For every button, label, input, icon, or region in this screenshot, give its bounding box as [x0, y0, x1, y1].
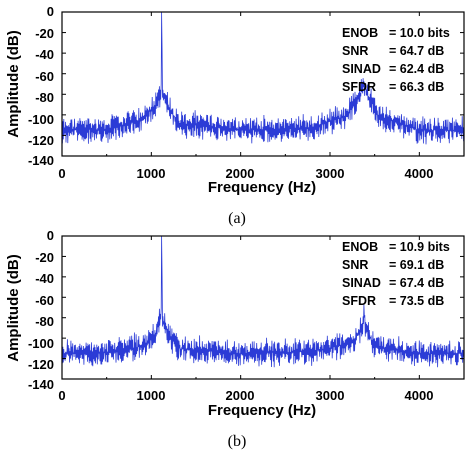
metric-name-sinad: SINAD [342, 276, 381, 290]
y-tick-label-3: -60 [35, 293, 54, 308]
panel-caption: (a) [228, 210, 246, 227]
chart-panel-b: 0 -20 -40 -60 -80 -100 -120 -140 0 1000 … [5, 228, 465, 450]
plot-frame [61, 11, 465, 157]
y-tick-label-0: 0 [47, 228, 54, 243]
spectrum-line [61, 235, 465, 368]
y-tick-label-4: -80 [35, 90, 54, 105]
metric-value-snr: = 69.1 dB [389, 258, 444, 272]
metric-value-enob: = 10.9 bits [389, 240, 450, 254]
x-axis-label: Frequency (Hz) [208, 179, 316, 196]
metric-name-snr: SNR [342, 258, 368, 272]
metric-value-enob: = 10.0 bits [389, 26, 450, 40]
metric-name-sinad: SINAD [342, 62, 381, 76]
metric-name-snr: SNR [342, 44, 368, 58]
y-tick-label-1: -20 [35, 250, 54, 265]
y-tick-label-0: 0 [47, 4, 54, 19]
y-tick-label-3: -60 [35, 69, 54, 84]
y-tick-label-6: -120 [28, 357, 54, 372]
metric-name-sfdr: SFDR [342, 294, 376, 308]
metric-value-snr: = 64.7 dB [389, 44, 444, 58]
y-tick-label-7: -140 [28, 377, 54, 392]
y-tick-label-1: -20 [35, 26, 54, 41]
y-tick-label-2: -40 [35, 271, 54, 286]
y-axis-label: Amplitude (dB) [5, 254, 22, 361]
x-tick-label-3: 3000 [316, 388, 345, 403]
x-tick-label-2: 2000 [226, 166, 255, 181]
x-tick-label-3: 3000 [316, 166, 345, 181]
x-tick-label-0: 0 [58, 388, 65, 403]
chart-panel-a: 0 -20 -40 -60 -80 -100 -120 -140 0 1000 … [5, 4, 465, 227]
y-tick-label-5: -100 [28, 112, 54, 127]
x-tick-label-1: 1000 [137, 166, 166, 181]
y-tick-label-6: -120 [28, 133, 54, 148]
metric-value-sfdr: = 73.5 dB [389, 294, 444, 308]
x-axis-label: Frequency (Hz) [208, 402, 316, 419]
plot-frame [61, 235, 465, 380]
y-tick-label-2: -40 [35, 47, 54, 62]
metric-value-sinad: = 62.4 dB [389, 62, 444, 76]
metric-value-sinad: = 67.4 dB [389, 276, 444, 290]
x-tick-label-4: 4000 [405, 388, 434, 403]
y-axis-label: Amplitude (dB) [5, 30, 22, 137]
metric-name-enob: ENOB [342, 240, 378, 254]
x-tick-label-2: 2000 [226, 388, 255, 403]
metric-value-sfdr: = 66.3 dB [389, 80, 444, 94]
x-tick-label-4: 4000 [405, 166, 434, 181]
spectrum-line [61, 11, 465, 145]
metric-name-sfdr: SFDR [342, 80, 376, 94]
y-tick-label-4: -80 [35, 314, 54, 329]
x-tick-label-1: 1000 [137, 388, 166, 403]
y-tick-label-7: -140 [28, 153, 54, 168]
y-tick-label-5: -100 [28, 336, 54, 351]
x-tick-label-0: 0 [58, 166, 65, 181]
metric-name-enob: ENOB [342, 26, 378, 40]
panel-caption: (b) [228, 433, 247, 450]
